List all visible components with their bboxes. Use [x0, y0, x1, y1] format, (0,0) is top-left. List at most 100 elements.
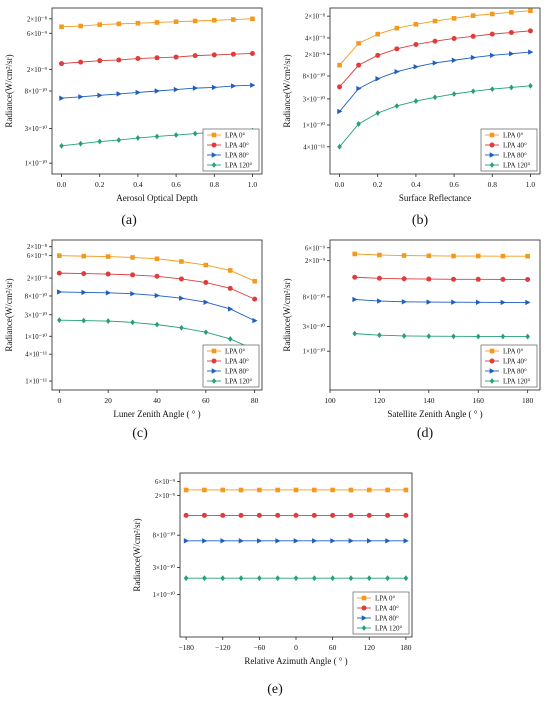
panel-c: 0 20 40 60 80 1×10⁻¹¹ 4×10⁻¹¹ 1×10⁻¹⁰ 3×10⁻¹⁰ 8×1…	[0, 232, 270, 427]
data-point	[385, 575, 390, 582]
data-point	[183, 538, 190, 544]
data-point	[183, 575, 189, 582]
y-tick-label: 2×10⁻⁹	[155, 493, 176, 500]
data-point	[394, 68, 400, 75]
series-2	[337, 49, 534, 115]
y-tick-label: 3×10⁻¹⁰	[153, 565, 176, 572]
data-point	[451, 16, 457, 21]
data-point	[256, 512, 262, 518]
data-point	[489, 52, 496, 59]
data-point	[249, 50, 255, 56]
data-point	[116, 57, 122, 63]
data-point	[116, 137, 122, 143]
data-point	[509, 10, 514, 15]
series-line	[354, 299, 528, 303]
data-point	[250, 82, 256, 88]
data-point	[154, 20, 160, 25]
data-point	[293, 512, 299, 518]
data-point	[525, 276, 531, 282]
data-point	[401, 276, 407, 282]
legend-marker	[489, 132, 495, 138]
data-point	[337, 84, 343, 90]
x-tick-label: 0.0	[57, 180, 67, 189]
x-tick-label: 180	[400, 643, 412, 652]
data-point	[528, 8, 533, 14]
legend: LPA 0° LPA 40° LPA 80° LPA 120°	[480, 344, 538, 388]
data-point	[154, 133, 160, 140]
legend-marker	[211, 368, 217, 374]
panel-d: 100 120 140 160 180 1×10⁻¹⁰ 3×10⁻¹⁰ 8×10⁻¹⁰ 2×10…	[275, 232, 547, 427]
data-point	[293, 487, 299, 493]
series-0	[352, 251, 530, 259]
x-tick-label: 1.0	[526, 180, 536, 189]
caption-b: (b)	[411, 213, 429, 228]
data-point	[348, 487, 354, 493]
data-point	[238, 538, 244, 544]
data-point	[192, 53, 198, 59]
data-point	[500, 333, 506, 340]
data-point	[330, 538, 336, 544]
series-2	[352, 296, 531, 306]
data-point	[470, 33, 476, 39]
data-point	[154, 55, 160, 61]
y-tick-label: 3×10⁻¹⁰	[303, 324, 326, 331]
data-point	[525, 253, 530, 259]
plot-frame	[329, 239, 541, 391]
x-axis-label: Surface Reflectance	[399, 193, 471, 203]
data-point	[366, 575, 372, 582]
data-point	[130, 291, 136, 297]
data-point	[227, 336, 233, 342]
legend-label: LPA 120°	[503, 162, 530, 170]
data-point	[154, 273, 160, 279]
data-point	[509, 84, 514, 91]
data-point	[356, 41, 361, 46]
data-point	[97, 92, 103, 99]
data-point	[211, 84, 218, 91]
data-point	[385, 512, 391, 518]
data-point	[192, 85, 199, 91]
data-point	[426, 333, 432, 340]
y-axis-label: Radiance(W/cm²/sr)	[132, 518, 142, 591]
series-0	[183, 487, 409, 493]
data-point	[173, 19, 179, 25]
data-point	[337, 108, 343, 115]
data-point	[348, 512, 354, 518]
legend-marker	[211, 162, 217, 168]
series-2	[59, 82, 256, 101]
x-tick-label: 120	[374, 396, 386, 405]
data-point	[275, 512, 281, 518]
legend-label: LPA 80°	[375, 615, 399, 623]
panel-e: −180 −120 −60 0 60 120 180 1×10⁻¹⁰ 3×10⁻¹⁰ 8×10⁻¹…	[130, 465, 420, 675]
data-point	[508, 29, 514, 35]
legend-label: LPA 40°	[375, 605, 399, 613]
y-tick-label: 1×10⁻¹⁰	[25, 161, 48, 168]
y-axis-label: Radiance(W/cm²/sr)	[282, 278, 292, 351]
y-tick-label: 8×10⁻¹⁰	[153, 533, 176, 540]
x-tick-label: 160	[473, 396, 485, 405]
data-point	[489, 86, 495, 92]
chart-a: 0.0 0.2 0.4 0.6 0.8 1.0 1×10⁻¹⁰ 3×10⁻¹⁰ 8×10⁻¹⁰ 2…	[4, 7, 263, 203]
data-point	[394, 103, 400, 109]
legend-label: LPA 120°	[503, 378, 530, 386]
x-tick-label: −60	[254, 643, 266, 652]
data-point	[154, 88, 160, 94]
data-point	[293, 575, 299, 582]
data-point	[81, 271, 87, 277]
data-point	[500, 253, 506, 259]
data-point	[173, 54, 179, 60]
data-point	[432, 18, 438, 24]
data-point	[432, 38, 438, 44]
data-point	[403, 538, 409, 544]
data-point	[59, 24, 64, 30]
data-point	[311, 512, 317, 518]
panel-a: 0.0 0.2 0.4 0.6 0.8 1.0 1×10⁻¹⁰ 3×10⁻¹⁰ 8×10⁻¹⁰ 2…	[0, 0, 270, 217]
y-tick-label: 8×10⁻¹⁰	[25, 293, 48, 300]
series-line	[354, 333, 528, 338]
data-point	[394, 46, 400, 52]
data-point	[470, 88, 476, 95]
data-point	[470, 13, 476, 18]
legend-marker	[211, 152, 217, 158]
legend-label: LPA 80°	[225, 368, 249, 376]
data-point	[275, 538, 281, 544]
data-point	[220, 538, 226, 544]
